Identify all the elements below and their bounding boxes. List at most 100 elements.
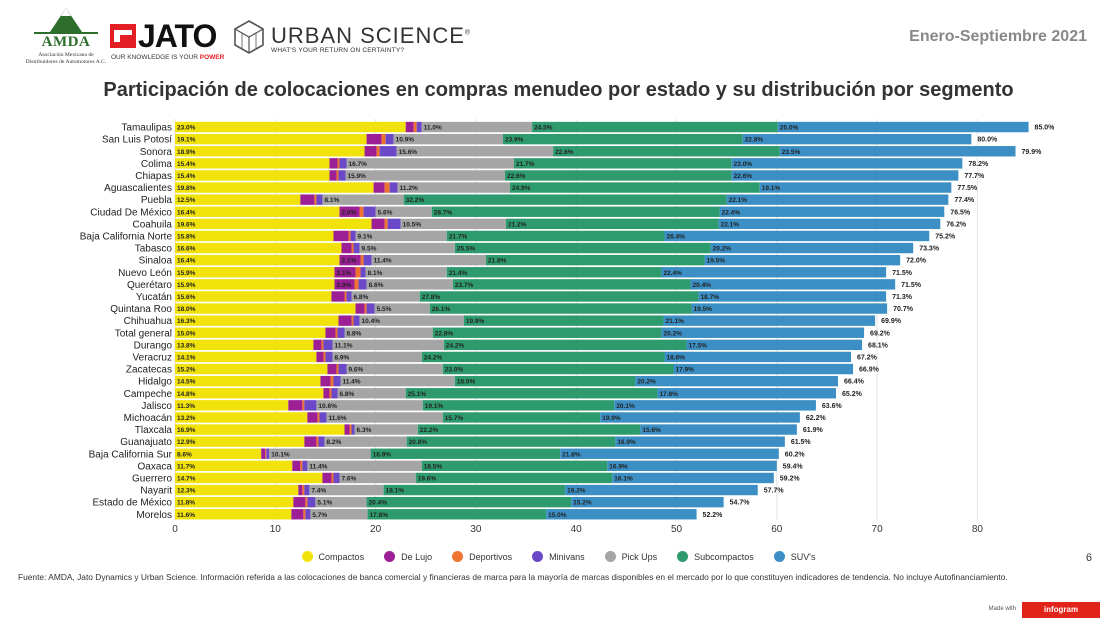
total-label: 77.4% (954, 197, 975, 204)
bar-segment (397, 182, 511, 193)
bar-segment (333, 375, 341, 387)
legend-item[interactable]: Minivans (532, 551, 585, 562)
total-label: 60.2% (785, 451, 806, 458)
bar-segment (338, 363, 347, 375)
segment-label: 21.8% (488, 258, 507, 265)
bar-segment (731, 170, 959, 181)
bar-segment (334, 279, 355, 290)
bar-segment (300, 460, 303, 472)
category-label: Guanajuato (120, 437, 172, 448)
segment-label: 5.6% (378, 209, 393, 216)
segment-label: 15.9% (348, 173, 367, 180)
bar-segment (319, 412, 327, 423)
segment-label: 22.1% (721, 221, 740, 228)
bar-segment (175, 182, 374, 193)
segment-label: 19.1% (425, 403, 444, 410)
bar-segment (313, 339, 322, 351)
bar-segment (351, 242, 354, 254)
legend-label: Pick Ups (621, 552, 658, 562)
bar-segment (298, 484, 303, 496)
total-label: 70.7% (893, 306, 914, 313)
total-label: 57.7% (764, 488, 785, 495)
bar-segment (304, 436, 317, 447)
bar-segment (664, 351, 852, 363)
bar-segment (385, 133, 394, 145)
segment-label: 7.4% (311, 488, 326, 495)
infogram-logo[interactable]: infogram (1022, 602, 1100, 618)
segment-label: 23.5% (782, 149, 801, 156)
bar-segment (329, 158, 338, 169)
segment-label: 25.5% (457, 246, 476, 253)
bar-segment (686, 339, 863, 351)
bar-segment (175, 146, 365, 157)
bar-segment (175, 267, 335, 278)
segment-label: 21.4% (449, 270, 468, 277)
segment-label: 11.6% (177, 512, 195, 519)
bar-segment (320, 375, 331, 387)
bar-segment (612, 472, 774, 484)
bar-segment (175, 472, 323, 484)
legend-swatch (677, 551, 689, 562)
legend-item[interactable]: Deportivos (452, 551, 512, 562)
x-tick-label: 80 (972, 524, 984, 535)
bar-segment (358, 279, 367, 290)
segment-label: 15.6% (177, 294, 196, 301)
bar-segment (371, 254, 486, 266)
legend-item[interactable]: Compactos (301, 551, 365, 562)
segment-label: 20.2% (713, 246, 732, 253)
segment-label: 8.1% (324, 197, 339, 204)
segment-label: 15.4% (177, 161, 196, 168)
bar-segment (316, 400, 423, 411)
category-label: Jalisco (141, 401, 172, 412)
bar-segment (429, 303, 692, 314)
bar-segment (415, 472, 613, 484)
urban-science-logo: URBAN SCIENCE® WHAT'S YOUR RETURN ON CER… (233, 20, 470, 60)
bar-segment (175, 363, 328, 375)
legend-item[interactable]: De Lujo (384, 551, 432, 562)
legend-item[interactable]: Subcompactos (677, 551, 754, 562)
category-label: Campeche (124, 389, 173, 400)
category-label: San Luis Potosí (102, 135, 172, 146)
segment-label: 25.1% (408, 391, 427, 398)
bar-segment (265, 448, 267, 459)
segment-label: 19.1% (177, 137, 196, 144)
bar-segment (355, 230, 447, 242)
segment-label: 15.0% (177, 330, 196, 337)
segment-label: 8.6% (369, 282, 384, 289)
legend-item[interactable]: SUV's (773, 551, 815, 562)
segment-label: 24.9% (512, 185, 531, 192)
bar-segment (310, 509, 368, 520)
bar-segment (777, 121, 1029, 133)
total-label: 71.3% (892, 294, 913, 301)
segment-label: 15.2% (573, 500, 592, 507)
segment-label: 19.1% (762, 185, 781, 192)
bar-segment (325, 327, 336, 338)
bar-segment (742, 133, 972, 145)
bar-segment (175, 327, 326, 338)
category-label: Querétaro (127, 280, 172, 291)
legend-item[interactable]: Pick Ups (604, 551, 658, 562)
bar-segment (354, 424, 418, 435)
segment-label: 21.7% (516, 161, 535, 168)
bar-segment (316, 351, 324, 363)
segment-label: 11.0% (424, 125, 442, 132)
legend-swatch (452, 551, 464, 562)
legend-label: Compactos (318, 552, 365, 562)
bar-segment (175, 315, 339, 326)
bar-segment (673, 363, 854, 375)
bar-segment (365, 267, 447, 278)
bar-segment (691, 303, 888, 314)
bar-segment (344, 291, 347, 302)
bar-segment (338, 170, 346, 181)
legend-label: Minivans (549, 552, 585, 562)
bar-segment (175, 375, 321, 387)
bar-segment (359, 315, 464, 326)
total-label: 68.1% (868, 342, 889, 349)
segment-label: 8.2% (326, 439, 341, 446)
bar-segment (405, 388, 658, 399)
segment-label: 16.7% (349, 161, 368, 168)
bar-segment (331, 388, 338, 399)
bar-segment (514, 158, 732, 169)
bar-segment (338, 315, 352, 326)
segment-label: 23.0% (445, 367, 464, 374)
